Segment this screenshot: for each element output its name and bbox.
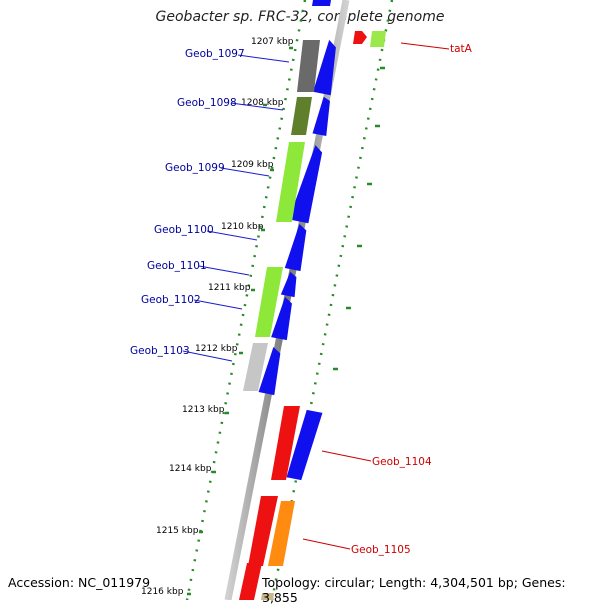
gene-arrow	[286, 409, 323, 481]
gene-label-geob-1102[interactable]: Geob_1102	[141, 294, 201, 306]
accession-text: Accession: NC_011979	[8, 575, 151, 590]
gene-label-tata[interactable]: tatA	[450, 43, 473, 55]
gene-label-geob-1101[interactable]: Geob_1101	[147, 260, 207, 272]
gene-arrow	[280, 271, 297, 298]
gene-box	[255, 267, 283, 337]
right-label-connectors	[302, 42, 450, 550]
gene-arrow	[271, 297, 292, 341]
gene-arrow	[353, 31, 367, 44]
gene-label-geob-1099[interactable]: Geob_1099	[165, 162, 225, 174]
map-title: Geobacter sp. FRC-32, complete genome	[155, 9, 445, 25]
outer-tick-ring	[270, 0, 394, 600]
topology-text: Topology: circular; Length: 4,304,501 bp…	[262, 575, 566, 605]
gene-box	[243, 343, 268, 391]
gene-arrow	[312, 96, 330, 136]
scale-label: 1214 kbp	[169, 464, 212, 474]
gene-label-geob-1105[interactable]: Geob_1105	[351, 544, 411, 556]
gene-arrow	[312, 0, 331, 6]
scale-label: 1209 kbp	[231, 160, 274, 170]
gene-box	[291, 97, 312, 135]
reverse-strand-genes	[239, 31, 386, 600]
gene-label-geob-1104[interactable]: Geob_1104	[372, 456, 432, 468]
left-label-connectors	[182, 54, 290, 362]
scale-ticks	[187, 46, 293, 596]
gene-box	[271, 406, 300, 480]
gene-box	[370, 31, 386, 47]
scale-label: 1212 kbp	[195, 344, 238, 354]
gene-box	[248, 496, 278, 566]
gene-box	[239, 563, 262, 600]
scale-label: 1208 kbp	[241, 98, 284, 108]
gene-box	[268, 501, 295, 566]
gene-label-geob-1103[interactable]: Geob_1103	[130, 345, 190, 357]
scale-label: 1215 kbp	[156, 526, 199, 536]
gene-arrow	[313, 39, 336, 96]
gene-box	[261, 593, 274, 600]
gene-label-geob-1100[interactable]: Geob_1100	[154, 224, 214, 236]
scale-label: 1213 kbp	[182, 405, 225, 415]
gene-label-geob-1097[interactable]: Geob_1097	[185, 48, 245, 60]
gene-arrow	[258, 347, 281, 396]
scale-label: 1210 kbp	[221, 222, 264, 232]
scale-label: 1216 kbp	[141, 587, 184, 597]
scale-label: 1207 kbp	[251, 37, 294, 47]
gene-box	[276, 142, 305, 222]
gene-arrow	[284, 224, 307, 272]
gene-box	[297, 40, 320, 92]
scale-label: 1211 kbp	[208, 283, 251, 293]
inner-tick-ring	[185, 0, 307, 600]
gene-label-geob-1098[interactable]: Geob_1098	[177, 97, 237, 109]
gene-arrow	[288, 145, 323, 224]
forward-strand-genes	[258, 0, 336, 481]
outer-ring-ticks	[333, 66, 385, 371]
